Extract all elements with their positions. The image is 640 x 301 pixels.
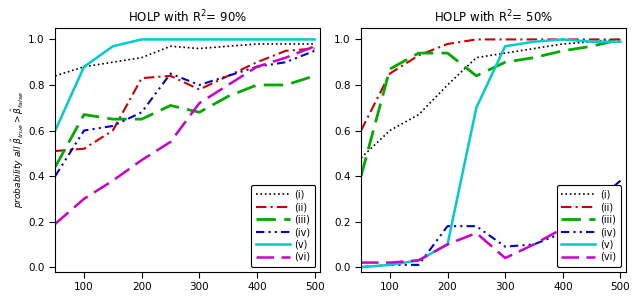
Legend: (i), (ii), (iii), (iv), (v), (vi): (i), (ii), (iii), (iv), (v), (vi) — [557, 185, 621, 267]
Legend: (i), (ii), (iii), (iv), (v), (vi): (i), (ii), (iii), (iv), (v), (vi) — [251, 185, 316, 267]
Title: HOLP with R$^2$= 90%: HOLP with R$^2$= 90% — [128, 9, 247, 26]
Y-axis label: probability all $\hat{\beta}_{true}>\hat{\beta}_{false}$: probability all $\hat{\beta}_{true}>\hat… — [9, 91, 26, 208]
Title: HOLP with R$^2$= 50%: HOLP with R$^2$= 50% — [434, 9, 553, 26]
